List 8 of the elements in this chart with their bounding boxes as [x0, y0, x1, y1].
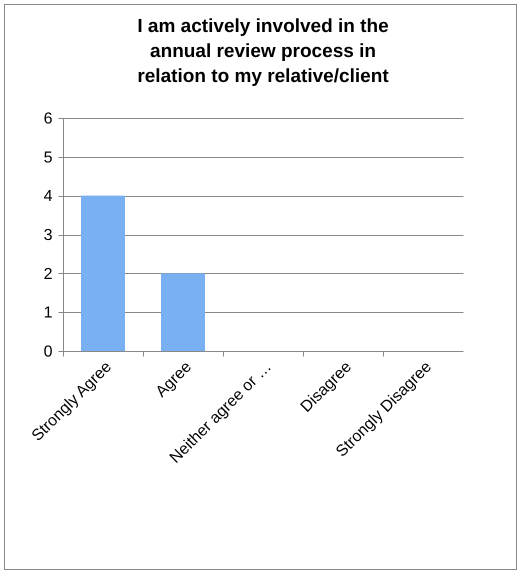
- y-tick-label: 6: [44, 110, 53, 128]
- y-tick-label: 1: [44, 304, 53, 322]
- chart-title: I am actively involved in the annual review process in relation to my relative/client: [137, 16, 390, 87]
- y-tick-label: 4: [44, 188, 53, 206]
- y-tick-label: 2: [44, 266, 53, 283]
- y-tick-label: 0: [44, 344, 53, 360]
- y-tick-label: 3: [44, 227, 53, 244]
- y-tick-label: 5: [44, 149, 53, 166]
